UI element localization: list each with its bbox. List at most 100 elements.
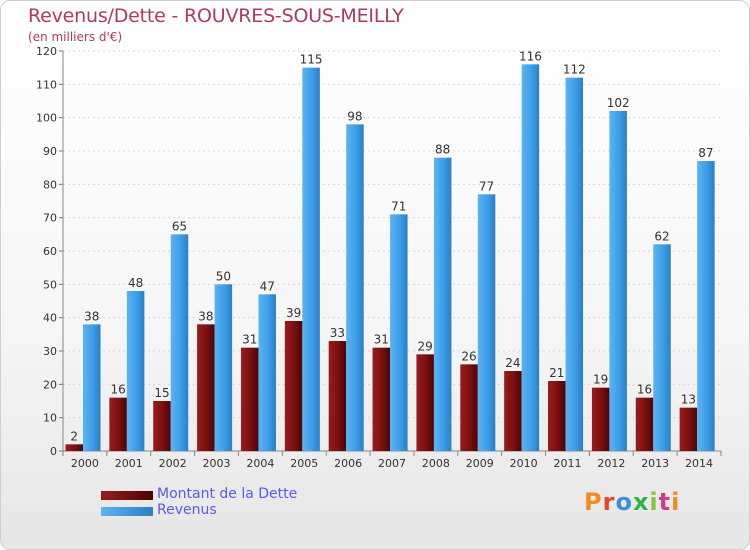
x-tick-label: 2014: [685, 457, 713, 470]
data-label-debt: 15: [154, 386, 169, 400]
y-tick-label: 10: [43, 412, 57, 425]
bar-debt: [240, 347, 259, 451]
data-label-debt: 31: [242, 333, 257, 347]
data-label-revenue: 47: [260, 279, 275, 293]
data-label-debt: 16: [637, 383, 652, 397]
data-label-revenue: 115: [300, 53, 323, 67]
bar-revenue: [83, 324, 101, 451]
bar-debt: [328, 341, 347, 451]
data-label-revenue: 62: [654, 229, 669, 243]
bar-revenue: [697, 161, 715, 451]
data-label-debt: 2: [70, 429, 78, 443]
bar-revenue: [433, 157, 452, 451]
legend-label-debt: Montant de la Dette: [157, 486, 298, 502]
bar-debt: [679, 407, 698, 451]
legend-swatch-revenue: [101, 507, 153, 516]
x-tick-label: 2003: [203, 457, 231, 470]
bar-revenue: [477, 194, 496, 452]
y-tick-label: 20: [43, 378, 57, 391]
x-tick-label: 2012: [597, 457, 625, 470]
y-tick-label: 30: [43, 345, 57, 358]
bar-revenue: [170, 234, 189, 451]
bars: [65, 64, 715, 452]
data-label-revenue: 116: [519, 49, 542, 63]
data-label-revenue: 102: [607, 96, 630, 110]
bar-revenue: [302, 67, 320, 452]
bar-revenue: [126, 291, 145, 451]
bar-revenue: [609, 111, 627, 451]
y-tick-label: 90: [43, 145, 57, 158]
bar-debt: [416, 354, 434, 451]
bar-revenue: [346, 124, 364, 451]
bar-revenue: [258, 294, 276, 451]
bar-debt: [460, 364, 478, 451]
x-tick-label: 2005: [290, 457, 318, 470]
y-tick-label: 0: [50, 445, 57, 458]
x-tick-label: 2008: [422, 457, 450, 470]
bar-revenue: [521, 64, 540, 452]
proxiti-logo: Proxiti: [584, 488, 680, 516]
bar-revenue: [214, 284, 233, 451]
x-tick-label: 2010: [510, 457, 538, 470]
bar-revenue: [653, 244, 671, 451]
bar-debt: [284, 321, 303, 451]
bar-debt: [197, 324, 215, 451]
x-tick-label: 2001: [115, 457, 143, 470]
data-labels: 2 38 16 48 15 65 38 50 31 47 39 115 33 98 31 71 29 88 26 77…: [70, 49, 713, 443]
data-label-revenue: 50: [216, 269, 231, 283]
y-tick-label: 120: [36, 45, 57, 58]
x-tick-label: 2007: [378, 457, 406, 470]
x-tick-label: 2004: [246, 457, 274, 470]
bar-debt: [372, 347, 391, 451]
bar-revenue: [565, 77, 584, 452]
data-label-debt: 38: [198, 309, 213, 323]
y-tick-label: 100: [36, 112, 57, 125]
x-tick-label: 2002: [159, 457, 187, 470]
x-tick-label: 2000: [71, 457, 99, 470]
bar-debt: [548, 381, 566, 451]
bar-revenue: [390, 214, 408, 451]
logo-letter: P: [584, 488, 603, 516]
data-label-debt: 33: [330, 326, 345, 340]
data-label-debt: 16: [110, 383, 125, 397]
bar-debt: [635, 397, 654, 451]
data-label-revenue: 48: [128, 276, 143, 290]
x-tick-label: 2011: [553, 457, 581, 470]
y-tick-label: 80: [43, 178, 57, 191]
data-label-debt: 29: [418, 339, 433, 353]
data-label-debt: 21: [549, 366, 564, 380]
bar-debt: [65, 444, 83, 451]
logo-letter: o: [615, 488, 633, 516]
y-tick-label: 60: [43, 245, 57, 258]
data-label-debt: 13: [681, 393, 696, 407]
data-label-revenue: 112: [563, 63, 586, 77]
data-label-revenue: 87: [698, 146, 713, 160]
data-label-revenue: 88: [435, 143, 450, 157]
bar-debt: [591, 387, 610, 451]
x-tick-label: 2013: [641, 457, 669, 470]
data-label-revenue: 38: [84, 309, 99, 323]
data-label-revenue: 98: [347, 109, 362, 123]
data-label-revenue: 65: [172, 219, 187, 233]
bar-debt: [153, 401, 171, 451]
data-label-debt: 19: [593, 373, 608, 387]
data-label-revenue: 71: [391, 199, 406, 213]
legend-label-revenue: Revenus: [157, 502, 217, 518]
logo-letter: i: [649, 488, 659, 516]
data-label-debt: 26: [461, 349, 476, 363]
chart-subtitle: (en milliers d'€): [28, 30, 123, 44]
logo-letter: t: [658, 488, 672, 516]
data-label-debt: 31: [374, 333, 389, 347]
legend-swatch-debt: [101, 491, 153, 500]
chart-title: Revenus/Dette - ROUVRES-SOUS-MEILLY: [28, 5, 404, 27]
logo-letter: i: [671, 488, 681, 516]
y-tick-label: 110: [36, 78, 57, 91]
data-label-revenue: 77: [479, 179, 494, 193]
bar-debt: [109, 397, 127, 451]
bar-debt: [504, 371, 522, 451]
x-tick-label: 2009: [466, 457, 494, 470]
y-tick-label: 50: [43, 278, 57, 291]
data-label-debt: 39: [286, 306, 301, 320]
